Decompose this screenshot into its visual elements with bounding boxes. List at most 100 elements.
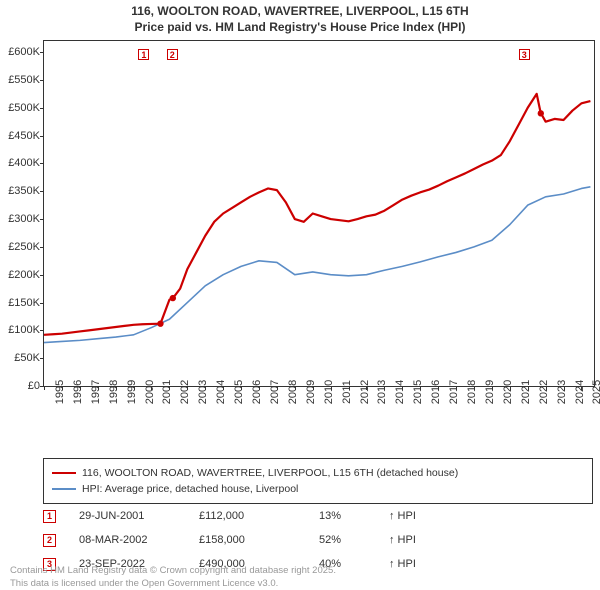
series-line xyxy=(44,94,590,335)
xtick-line xyxy=(169,386,170,390)
xtick-line xyxy=(62,386,63,390)
xtick-line xyxy=(456,386,457,390)
legend-box: 116, WOOLTON ROAD, WAVERTREE, LIVERPOOL,… xyxy=(43,458,593,504)
sale-marker-dot xyxy=(170,295,176,301)
xtick-label: 2006 xyxy=(251,380,263,404)
ytick-label: £150K xyxy=(0,297,44,309)
sale-marker-label: 1 xyxy=(138,49,149,60)
sales-table-row: 129-JUN-2001£112,00013%↑ HPI xyxy=(43,504,439,528)
xtick-line xyxy=(241,386,242,390)
xtick-line xyxy=(564,386,565,390)
xtick-label: 2025 xyxy=(591,380,600,404)
xtick-label: 2015 xyxy=(412,380,424,404)
xtick-label: 2012 xyxy=(359,380,371,404)
sales-table-direction: ↑ HPI xyxy=(389,510,439,522)
xtick-label: 2009 xyxy=(305,380,317,404)
xtick-line xyxy=(116,386,117,390)
sales-table-direction: ↑ HPI xyxy=(389,558,439,570)
xtick-label: 2003 xyxy=(197,380,209,404)
sale-marker-dot xyxy=(157,320,163,326)
xtick-label: 2020 xyxy=(502,380,514,404)
xtick-line xyxy=(438,386,439,390)
xtick-line xyxy=(331,386,332,390)
xtick-line xyxy=(528,386,529,390)
xtick-label: 2010 xyxy=(323,380,335,404)
sales-table-pct: 13% xyxy=(319,510,389,522)
xtick-label: 2005 xyxy=(233,380,245,404)
sales-table-marker: 2 xyxy=(43,534,56,547)
xtick-line xyxy=(151,386,152,390)
xtick-line xyxy=(313,386,314,390)
xtick-label: 2008 xyxy=(287,380,299,404)
ytick-label: £400K xyxy=(0,157,44,169)
xtick-line xyxy=(187,386,188,390)
xtick-label: 2016 xyxy=(430,380,442,404)
xtick-label: 1996 xyxy=(72,380,84,404)
xtick-line xyxy=(384,386,385,390)
ytick-label: £550K xyxy=(0,74,44,86)
xtick-line xyxy=(223,386,224,390)
xtick-label: 1995 xyxy=(54,380,66,404)
xtick-label: 2000 xyxy=(144,380,156,404)
xtick-label: 2007 xyxy=(269,380,281,404)
legend-item: HPI: Average price, detached house, Live… xyxy=(52,481,584,497)
sales-table-date: 29-JUN-2001 xyxy=(79,510,199,522)
xtick-line xyxy=(134,386,135,390)
sales-table-pct: 52% xyxy=(319,534,389,546)
sales-table-direction: ↑ HPI xyxy=(389,534,439,546)
xtick-line xyxy=(474,386,475,390)
ytick-label: £250K xyxy=(0,241,44,253)
ytick-label: £350K xyxy=(0,185,44,197)
ytick-label: £50K xyxy=(0,352,44,364)
sale-marker-label: 2 xyxy=(167,49,178,60)
ytick-label: £200K xyxy=(0,269,44,281)
attribution-line1: Contains HM Land Registry data © Crown c… xyxy=(10,564,336,577)
series-line xyxy=(44,187,590,343)
xtick-label: 2013 xyxy=(376,380,388,404)
ytick-label: £500K xyxy=(0,102,44,114)
xtick-label: 2001 xyxy=(161,380,173,404)
xtick-line xyxy=(510,386,511,390)
xtick-line xyxy=(349,386,350,390)
xtick-line xyxy=(80,386,81,390)
sale-marker-dot xyxy=(538,110,544,116)
xtick-label: 2024 xyxy=(574,380,586,404)
xtick-label: 1999 xyxy=(126,380,138,404)
attribution-text: Contains HM Land Registry data © Crown c… xyxy=(10,564,336,590)
xtick-line xyxy=(546,386,547,390)
chart-svg xyxy=(44,41,594,386)
sales-table-date: 08-MAR-2002 xyxy=(79,534,199,546)
sales-table-price: £158,000 xyxy=(199,534,319,546)
xtick-label: 2002 xyxy=(179,380,191,404)
sales-table-row: 2 08-MAR-2002£158,00052%↑ HPI xyxy=(43,528,439,552)
attribution-line2: This data is licensed under the Open Gov… xyxy=(10,577,336,590)
legend-swatch xyxy=(52,472,76,474)
xtick-label: 1998 xyxy=(108,380,120,404)
chart-title-line1: 116, WOOLTON ROAD, WAVERTREE, LIVERPOOL,… xyxy=(0,4,600,18)
xtick-line xyxy=(581,386,582,390)
xtick-line xyxy=(205,386,206,390)
xtick-label: 2011 xyxy=(341,380,353,404)
sale-marker-label: 3 xyxy=(519,49,530,60)
xtick-label: 2023 xyxy=(556,380,568,404)
xtick-label: 2014 xyxy=(394,380,406,404)
sales-table-marker: 1 xyxy=(43,510,56,523)
xtick-label: 2018 xyxy=(466,380,478,404)
xtick-line xyxy=(366,386,367,390)
xtick-line xyxy=(492,386,493,390)
legend-swatch xyxy=(52,488,76,490)
figure: 116, WOOLTON ROAD, WAVERTREE, LIVERPOOL,… xyxy=(0,0,600,590)
legend-item: 116, WOOLTON ROAD, WAVERTREE, LIVERPOOL,… xyxy=(52,465,584,481)
ytick-label: £300K xyxy=(0,213,44,225)
xtick-label: 2017 xyxy=(448,380,460,404)
xtick-line xyxy=(259,386,260,390)
xtick-line xyxy=(44,386,45,390)
xtick-label: 2021 xyxy=(520,380,532,404)
ytick-label: £100K xyxy=(0,324,44,336)
xtick-line xyxy=(420,386,421,390)
legend-label: HPI: Average price, detached house, Live… xyxy=(82,481,298,497)
ytick-label: £600K xyxy=(0,46,44,58)
xtick-line xyxy=(98,386,99,390)
xtick-line xyxy=(402,386,403,390)
chart-plot-area: £0£50K£100K£150K£200K£250K£300K£350K£400… xyxy=(43,40,595,387)
